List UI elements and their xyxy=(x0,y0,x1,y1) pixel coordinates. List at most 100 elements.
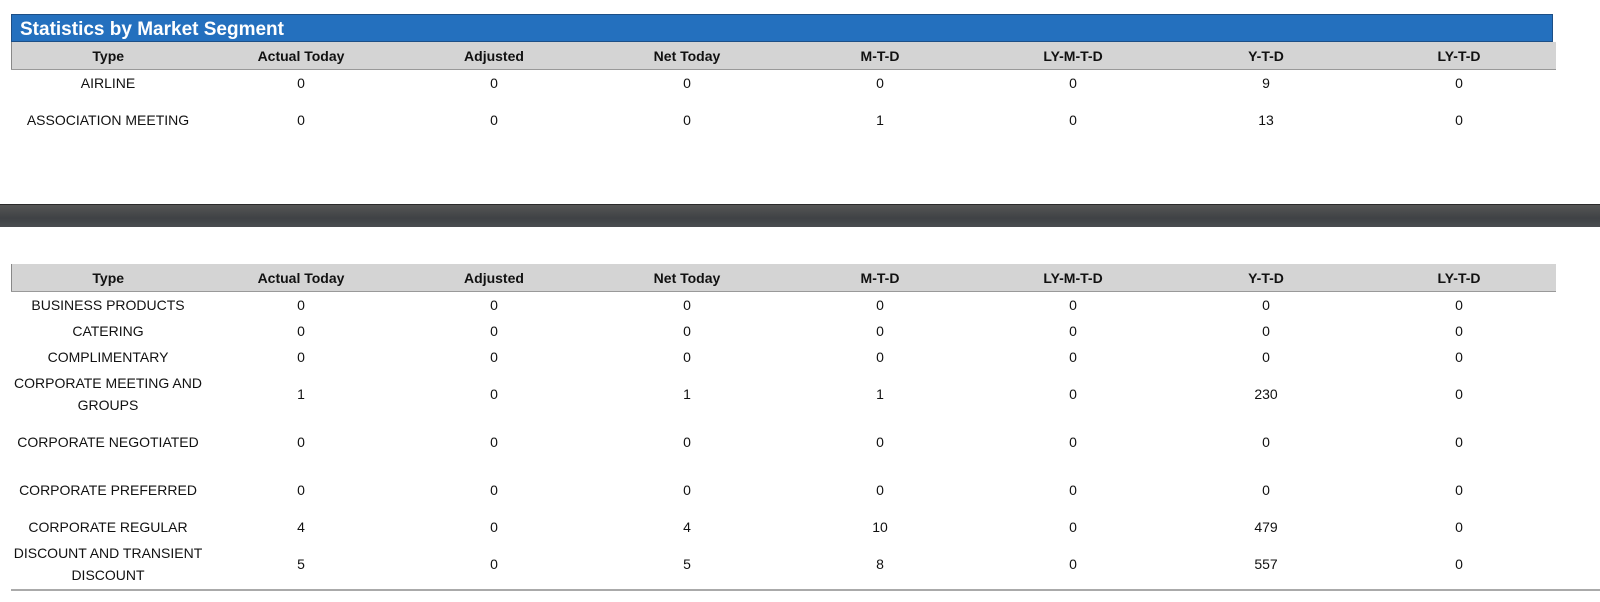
table-row: CORPORATE PREFERRED 0 0 0 0 0 0 0 xyxy=(12,466,1556,514)
segment-type: CORPORATE NEGOTIATED xyxy=(17,434,199,450)
column-header: M-T-D xyxy=(783,264,977,292)
cell-m-t-d: 0 xyxy=(876,297,884,313)
cell-adjusted: 0 xyxy=(490,519,498,535)
table-row: CORPORATE REGULAR 4 0 4 10 0 479 0 xyxy=(12,514,1556,540)
cell-net-today: 0 xyxy=(683,75,691,91)
cell-y-t-d: 479 xyxy=(1254,519,1278,535)
cell-ly-t-d: 0 xyxy=(1455,297,1463,313)
column-header: LY-M-T-D xyxy=(976,264,1170,292)
cell-m-t-d: 0 xyxy=(876,75,884,91)
column-header: LY-T-D xyxy=(1362,42,1556,70)
cell-adjusted: 0 xyxy=(490,482,498,498)
column-header: Net Today xyxy=(590,42,784,70)
cell-ly-t-d: 0 xyxy=(1455,434,1463,450)
cell-adjusted: 0 xyxy=(490,297,498,313)
cell-ly-m-t-d: 0 xyxy=(1069,482,1077,498)
cell-ly-m-t-d: 0 xyxy=(1069,434,1077,450)
section-divider xyxy=(0,204,1600,227)
cell-m-t-d: 1 xyxy=(876,112,884,128)
column-header: Net Today xyxy=(590,264,784,292)
cell-y-t-d: 0 xyxy=(1262,434,1270,450)
table-row: AIRLINE 0 0 0 0 0 9 0 xyxy=(12,70,1556,97)
column-header: LY-M-T-D xyxy=(976,42,1170,70)
cell-m-t-d: 10 xyxy=(872,519,888,535)
market-segment-panel-2: Type Actual Today Adjusted Net Today M-T-D LY… xyxy=(11,264,1556,588)
cell-actual-today: 4 xyxy=(297,519,305,535)
cell-ly-t-d: 0 xyxy=(1455,556,1463,572)
cell-ly-m-t-d: 0 xyxy=(1069,112,1077,128)
cell-ly-m-t-d: 0 xyxy=(1069,556,1077,572)
cell-actual-today: 0 xyxy=(297,297,305,313)
cell-adjusted: 0 xyxy=(490,323,498,339)
cell-ly-m-t-d: 0 xyxy=(1069,386,1077,402)
cell-actual-today: 0 xyxy=(297,323,305,339)
cell-m-t-d: 0 xyxy=(876,434,884,450)
cell-y-t-d: 0 xyxy=(1262,482,1270,498)
cell-ly-t-d: 0 xyxy=(1455,482,1463,498)
cell-actual-today: 0 xyxy=(297,482,305,498)
segment-table-1: Type Actual Today Adjusted Net Today M-T-D LY… xyxy=(11,42,1556,144)
segment-type: DISCOUNT AND TRANSIENT DISCOUNT xyxy=(13,545,203,583)
cell-net-today: 0 xyxy=(683,297,691,313)
table-row: BUSINESS PRODUCTS 0 0 0 0 0 0 0 xyxy=(12,292,1556,319)
cell-y-t-d: 230 xyxy=(1254,386,1278,402)
segment-table-2: Type Actual Today Adjusted Net Today M-T-D LY… xyxy=(11,264,1556,588)
cell-net-today: 0 xyxy=(683,323,691,339)
cell-ly-m-t-d: 0 xyxy=(1069,297,1077,313)
column-header: Y-T-D xyxy=(1169,42,1363,70)
table-row: COMPLIMENTARY 0 0 0 0 0 0 0 xyxy=(12,344,1556,370)
cell-m-t-d: 1 xyxy=(876,386,884,402)
cell-y-t-d: 0 xyxy=(1262,323,1270,339)
cell-y-t-d: 0 xyxy=(1262,297,1270,313)
segment-type: AIRLINE xyxy=(80,75,136,91)
cell-ly-m-t-d: 0 xyxy=(1069,519,1077,535)
cell-adjusted: 0 xyxy=(490,75,498,91)
cell-actual-today: 1 xyxy=(297,386,305,402)
segment-type: CORPORATE REGULAR xyxy=(28,519,188,535)
cell-y-t-d: 13 xyxy=(1258,112,1274,128)
cell-y-t-d: 557 xyxy=(1254,556,1278,572)
table-row: DISCOUNT AND TRANSIENT DISCOUNT 5 0 5 8 0 557 0 xyxy=(12,540,1556,588)
segment-type: ASSOCIATION MEETING xyxy=(26,112,190,128)
column-header: Y-T-D xyxy=(1169,264,1363,292)
cell-net-today: 0 xyxy=(683,112,691,128)
cell-net-today: 1 xyxy=(683,386,691,402)
segment-type: CORPORATE PREFERRED xyxy=(19,482,197,498)
cell-ly-t-d: 0 xyxy=(1455,75,1463,91)
segment-type: CORPORATE MEETING AND GROUPS xyxy=(14,375,202,413)
cell-net-today: 0 xyxy=(683,434,691,450)
cell-actual-today: 0 xyxy=(297,75,305,91)
column-header: Type xyxy=(11,264,205,292)
cell-net-today: 5 xyxy=(683,556,691,572)
cell-adjusted: 0 xyxy=(490,556,498,572)
column-header: Actual Today xyxy=(204,264,398,292)
cell-net-today: 0 xyxy=(683,482,691,498)
cell-ly-t-d: 0 xyxy=(1455,349,1463,365)
segment-type: BUSINESS PRODUCTS xyxy=(31,297,185,313)
cell-m-t-d: 0 xyxy=(876,482,884,498)
cell-actual-today: 0 xyxy=(297,434,305,450)
panel-title: Statistics by Market Segment xyxy=(11,14,1553,42)
table-row: CORPORATE NEGOTIATED 0 0 0 0 0 0 0 xyxy=(12,418,1556,466)
cell-y-t-d: 0 xyxy=(1262,349,1270,365)
column-header: Adjusted xyxy=(397,42,591,70)
cell-ly-m-t-d: 0 xyxy=(1069,349,1077,365)
table-row: CORPORATE MEETING AND GROUPS 1 0 1 1 0 230 0 xyxy=(12,370,1556,418)
table-row: CATERING 0 0 0 0 0 0 0 xyxy=(12,318,1556,344)
cell-m-t-d: 0 xyxy=(876,323,884,339)
cell-ly-t-d: 0 xyxy=(1455,386,1463,402)
cell-net-today: 4 xyxy=(683,519,691,535)
column-header: LY-T-D xyxy=(1362,264,1556,292)
cell-ly-t-d: 0 xyxy=(1455,112,1463,128)
cell-actual-today: 5 xyxy=(297,556,305,572)
cell-actual-today: 0 xyxy=(297,349,305,365)
cell-m-t-d: 0 xyxy=(876,349,884,365)
bottom-rule xyxy=(11,589,1600,591)
column-header: M-T-D xyxy=(783,42,977,70)
cell-y-t-d: 9 xyxy=(1262,75,1270,91)
cell-ly-m-t-d: 0 xyxy=(1069,323,1077,339)
column-header: Adjusted xyxy=(397,264,591,292)
segment-type: CATERING xyxy=(72,323,144,339)
cell-net-today: 0 xyxy=(683,349,691,365)
cell-adjusted: 0 xyxy=(490,112,498,128)
